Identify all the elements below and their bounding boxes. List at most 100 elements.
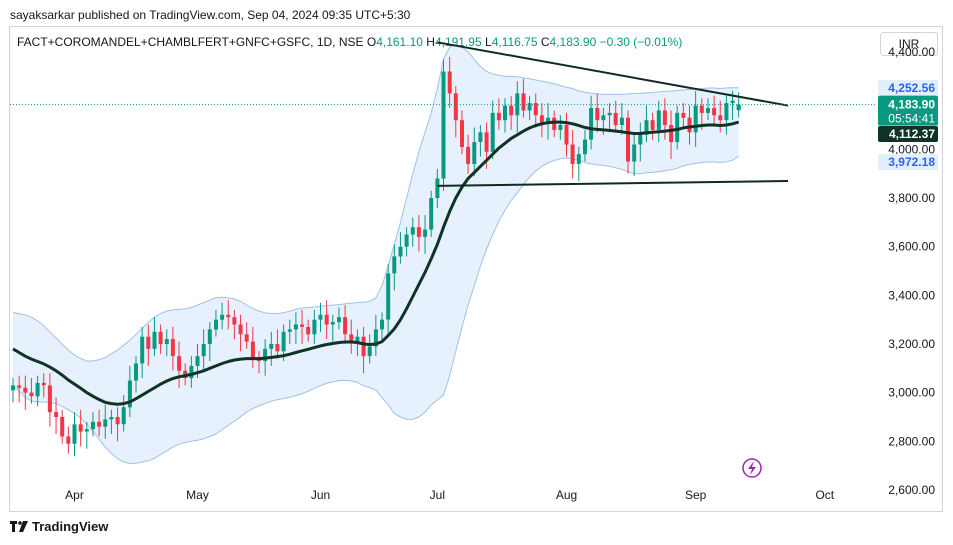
- candle-body: [287, 329, 292, 332]
- candle-body: [312, 319, 317, 335]
- lower-band-tag-bg: [878, 154, 938, 171]
- candle-body: [527, 103, 532, 111]
- candle-body: [472, 142, 477, 164]
- candle-body: [416, 227, 421, 237]
- upper-trendline: [437, 41, 789, 107]
- candle-body: [306, 327, 311, 335]
- candle-body: [656, 110, 661, 130]
- last-price-tag-bg: [878, 95, 938, 126]
- candle-body: [115, 417, 120, 425]
- y-tick-label: 3,400.00: [888, 288, 935, 302]
- candle-body: [103, 419, 108, 427]
- candle-body: [613, 112, 618, 126]
- candle-body: [91, 421, 95, 430]
- candle-body: [60, 417, 65, 437]
- candle-body: [195, 356, 200, 366]
- candle-body: [337, 317, 341, 323]
- candle-body: [650, 120, 655, 130]
- y-tick-label: 3,600.00: [888, 240, 935, 254]
- low-value: 4,116.75: [491, 35, 538, 49]
- candle-body: [318, 314, 323, 320]
- candle-body: [533, 103, 538, 116]
- candle-body: [220, 314, 225, 320]
- last-price-tag: 4,183.90: [888, 98, 935, 112]
- candle-body: [367, 346, 372, 357]
- candle-body: [140, 336, 145, 364]
- candle-body: [496, 112, 501, 121]
- y-tick-label: 4,000.00: [888, 142, 935, 156]
- candle-body: [693, 105, 698, 133]
- candle-body: [109, 417, 114, 420]
- candle-body: [170, 339, 175, 357]
- candle-body: [189, 365, 194, 379]
- candle-body: [54, 412, 59, 417]
- candle-body: [404, 234, 409, 247]
- candle-body: [158, 331, 163, 344]
- lower-band-tag: 3,972.18: [888, 155, 935, 169]
- ma-value-tag-bg: [878, 126, 938, 143]
- candle-body: [361, 336, 366, 357]
- candle-body: [146, 336, 151, 349]
- upper-band-tag-bg: [878, 79, 938, 96]
- candle-body: [699, 105, 704, 113]
- candle-body: [84, 429, 89, 432]
- candle-body: [539, 115, 544, 123]
- candle-body: [214, 319, 218, 330]
- open-label: O: [366, 35, 377, 49]
- candle-body: [11, 385, 15, 391]
- candle-body: [675, 112, 680, 143]
- x-tick-label: Aug: [556, 488, 577, 502]
- candle-body: [398, 246, 403, 257]
- candle-body: [373, 329, 378, 347]
- candle-body: [300, 324, 305, 327]
- candle-body: [423, 229, 428, 237]
- candle-body: [570, 144, 575, 164]
- candle-body: [484, 132, 489, 152]
- bollinger-upper-line: [12, 44, 739, 362]
- candle-body: [410, 227, 415, 235]
- candle-body: [447, 71, 452, 94]
- candle-body: [386, 273, 391, 320]
- currency-button[interactable]: INR: [880, 32, 938, 56]
- candle-body: [281, 331, 286, 352]
- candle-body: [207, 329, 212, 344]
- candle-body: [583, 139, 587, 155]
- x-tick-label: Jun: [311, 488, 330, 502]
- candle-body: [343, 317, 348, 335]
- candle-body: [632, 144, 637, 162]
- candle-body: [17, 385, 22, 388]
- candle-body: [244, 334, 249, 342]
- candle-body: [589, 108, 594, 140]
- candle-body: [730, 100, 735, 104]
- candle-body: [152, 331, 157, 349]
- candle-body: [669, 125, 674, 142]
- candle-body: [263, 348, 268, 362]
- footer-brand-label: TradingView: [32, 519, 109, 534]
- candle-body: [712, 108, 717, 116]
- candle-body: [250, 341, 255, 359]
- candle-body: [429, 198, 434, 230]
- countdown-timer: 05:54:41: [888, 112, 935, 126]
- candle-body: [226, 314, 231, 318]
- open-value: 4,161.10: [376, 35, 423, 49]
- y-tick-label: 2,600.00: [888, 483, 935, 497]
- symbol-header: FACT+COROMANDEL+CHAMBLFERT+GNFC+GSFC, 1D…: [17, 35, 682, 49]
- candle-body: [607, 112, 612, 116]
- candle-body: [78, 424, 83, 432]
- candle-body: [435, 178, 440, 198]
- footer-brand: TradingView: [10, 519, 108, 534]
- candle-body: [324, 314, 329, 325]
- candle-body: [619, 117, 624, 125]
- candle-body: [41, 382, 46, 386]
- y-tick-label: 3,000.00: [888, 386, 935, 400]
- candle-body: [35, 382, 40, 397]
- candle-body: [275, 344, 280, 352]
- high-value: 4,191.95: [434, 35, 482, 49]
- candle-body: [97, 421, 102, 427]
- x-tick-label: Oct: [815, 488, 834, 502]
- y-tick-label: 3,200.00: [888, 337, 935, 351]
- candle-body: [330, 322, 335, 325]
- candle-body: [546, 117, 551, 123]
- candle-body: [177, 356, 182, 371]
